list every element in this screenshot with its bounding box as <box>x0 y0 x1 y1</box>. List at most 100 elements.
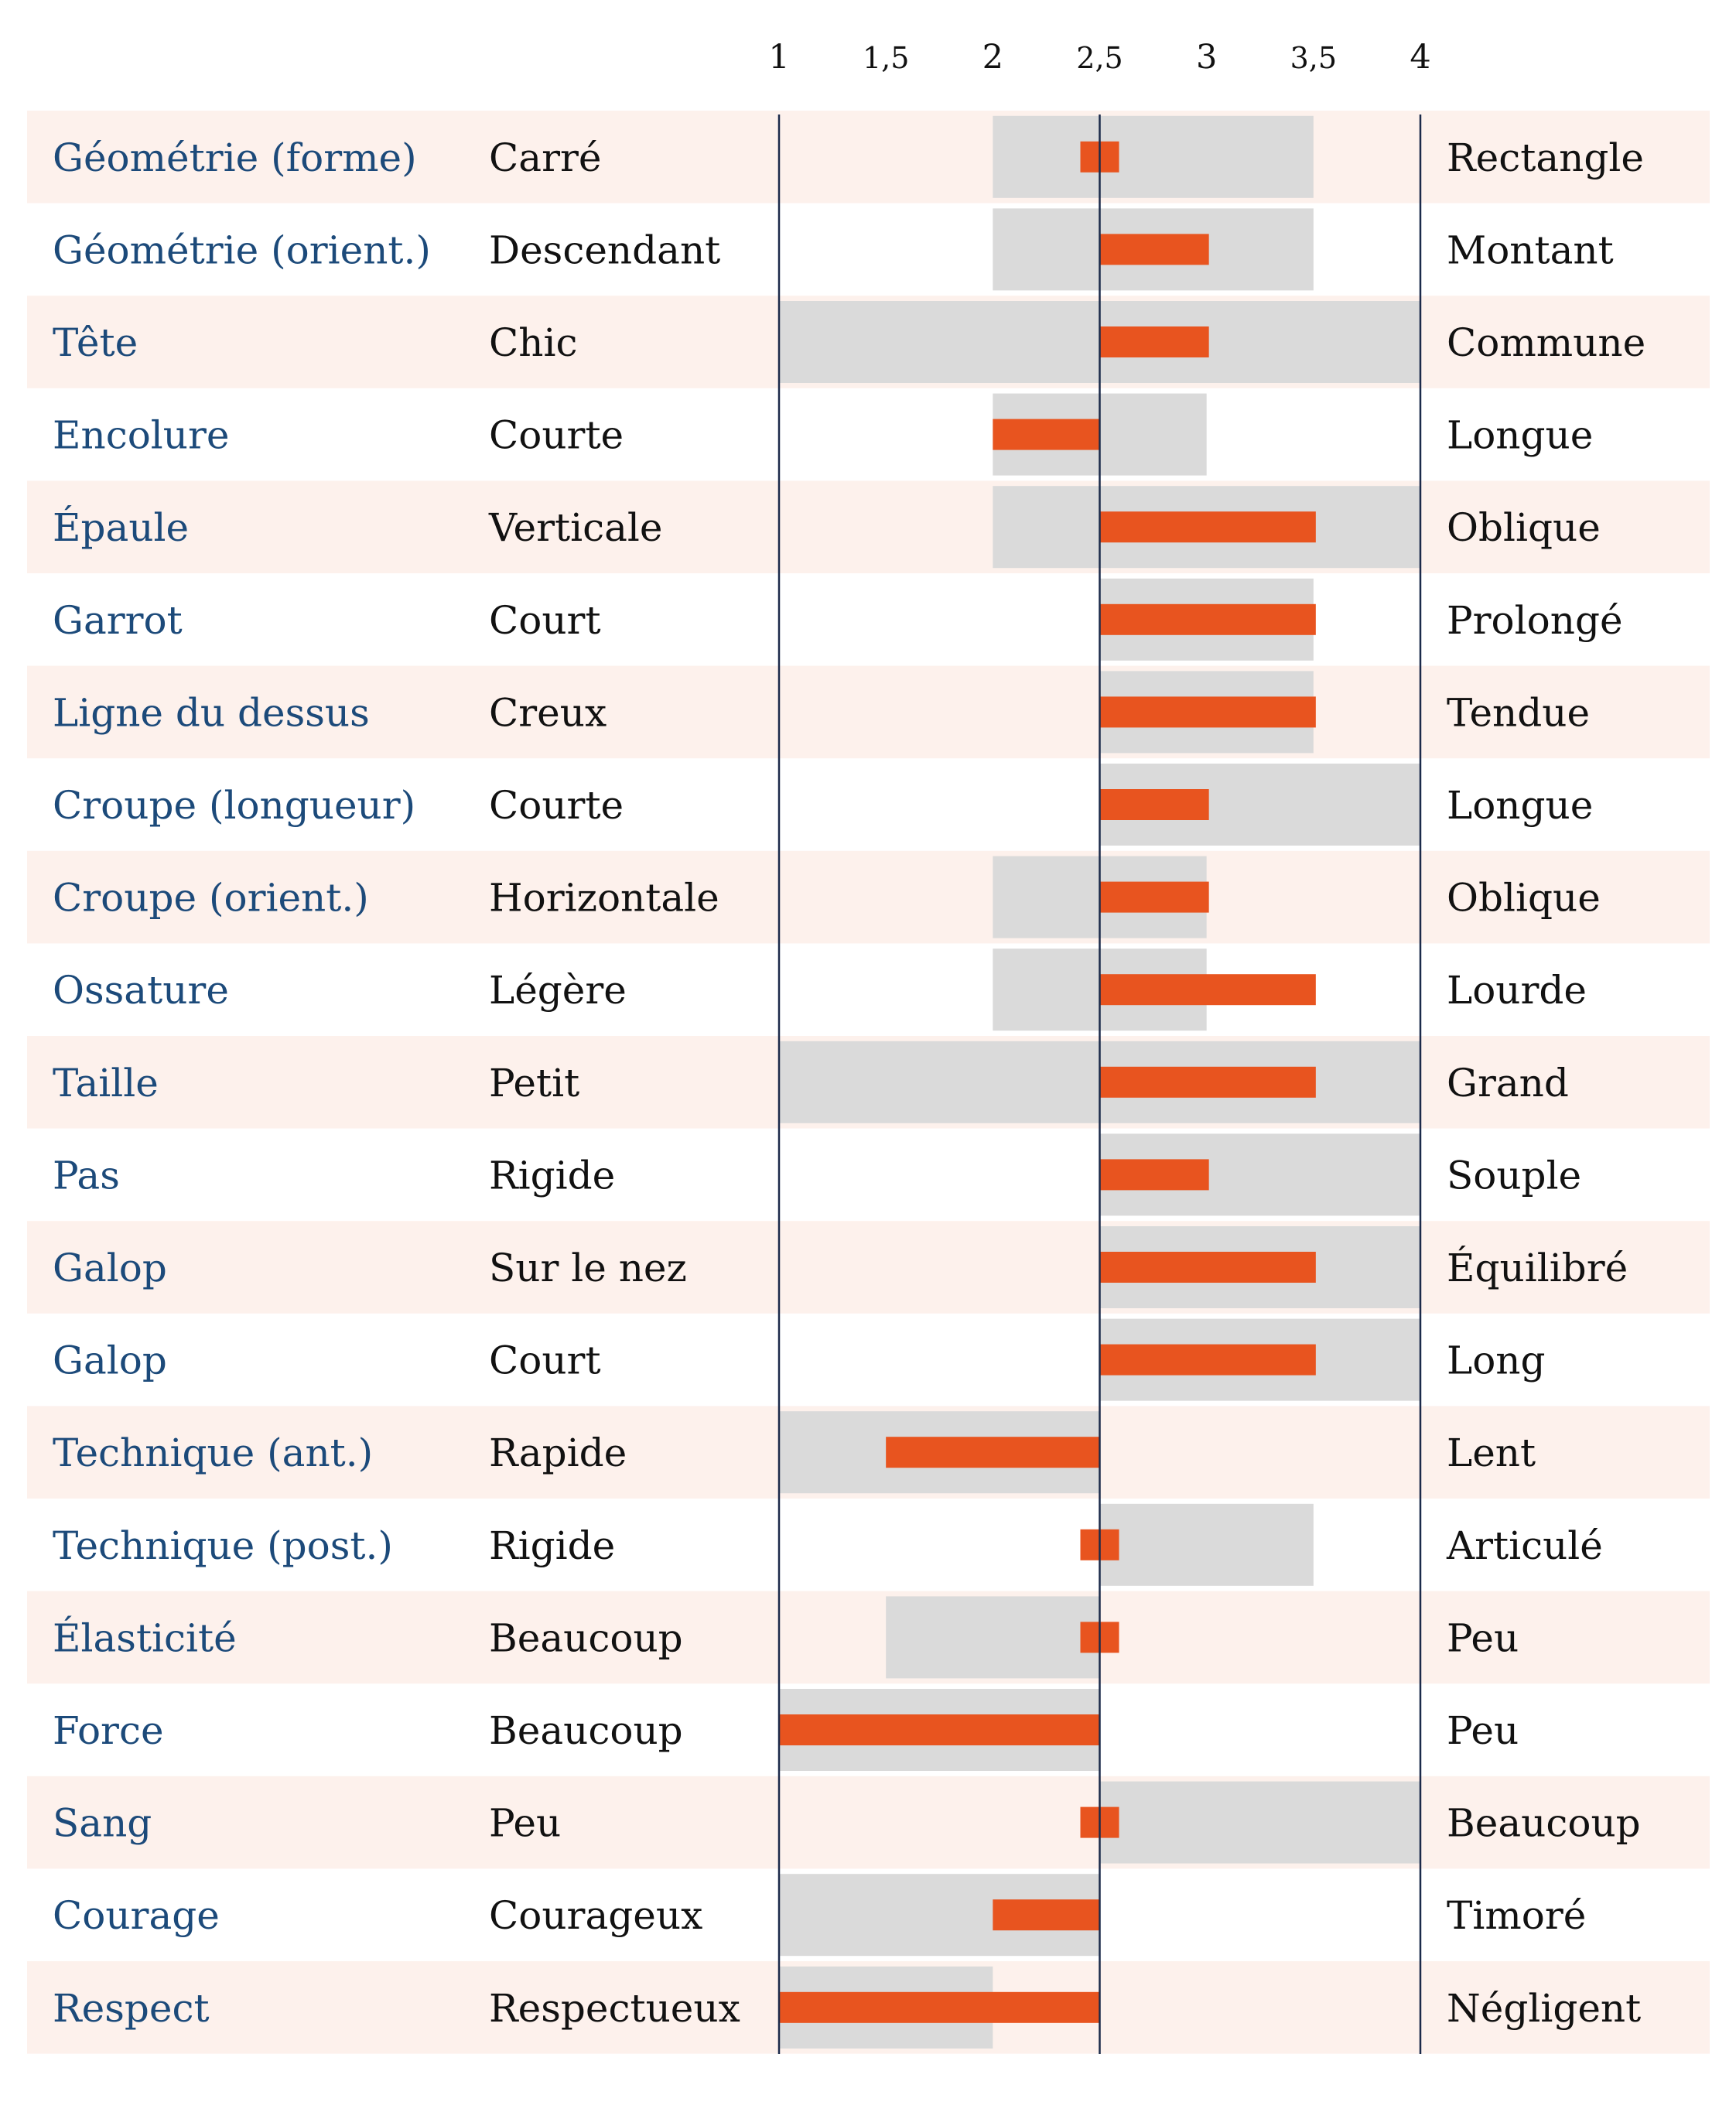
left-pole-label: Horizontale <box>489 876 719 921</box>
left-pole-label: Courte <box>489 413 624 458</box>
trait-label: Respect <box>53 1986 210 2031</box>
left-pole-label: Court <box>489 1338 601 1383</box>
value-bar <box>1099 511 1316 543</box>
tick-label: 1 <box>768 38 789 77</box>
value-bar <box>1099 789 1209 820</box>
left-pole-label: Courte <box>489 783 624 828</box>
right-pole-label: Rectangle <box>1447 135 1644 180</box>
left-pole-label: Sur le nez <box>489 1246 687 1290</box>
row-stripe <box>27 480 1710 573</box>
value-bar <box>993 419 1100 450</box>
right-pole-label: Peu <box>1447 1615 1519 1660</box>
row-stripe <box>27 1591 1710 1684</box>
tick-label: 3 <box>1196 38 1217 77</box>
trait-label: Technique (ant.) <box>53 1430 373 1475</box>
value-bar <box>993 1899 1100 1931</box>
trait-label: Courage <box>53 1893 220 1938</box>
left-pole-label: Respectueux <box>489 1986 740 2031</box>
trait-label: Taille <box>53 1061 159 1106</box>
trait-label: Garrot <box>53 598 183 643</box>
trait-label: Galop <box>53 1338 167 1383</box>
right-pole-label: Oblique <box>1447 876 1601 921</box>
tick-label: 1,5 <box>863 41 909 75</box>
right-pole-label: Long <box>1447 1338 1546 1383</box>
trait-label: Galop <box>53 1246 167 1290</box>
value-bar <box>1099 881 1209 913</box>
value-bar <box>779 1991 1100 2023</box>
trait-label: Épaule <box>53 504 189 550</box>
value-bar <box>1099 234 1209 265</box>
left-pole-label: Légère <box>489 968 627 1013</box>
row-stripe <box>27 1776 1710 1869</box>
left-pole-label: Beaucoup <box>489 1615 683 1660</box>
row-stripe <box>27 665 1710 759</box>
left-pole-label: Rigide <box>489 1153 615 1198</box>
trait-label: Pas <box>53 1153 120 1198</box>
right-pole-label: Souple <box>1447 1153 1581 1198</box>
left-pole-label: Courageux <box>489 1893 702 1938</box>
range-band <box>1099 1781 1420 1864</box>
trait-label: Ossature <box>53 968 229 1013</box>
trait-label: Sang <box>53 1801 152 1846</box>
tick-label: 2,5 <box>1076 41 1123 75</box>
row-labels: Géométrie (forme) Carré Rectangle Géométrie… <box>53 135 1645 2031</box>
trait-label: Encolure <box>53 413 230 458</box>
value-bar <box>1099 696 1316 728</box>
value-bar <box>1099 1344 1316 1376</box>
right-pole-label: Prolongé <box>1447 598 1623 643</box>
right-pole-label: Longue <box>1447 783 1593 828</box>
range-band <box>1099 1503 1314 1586</box>
value-bar <box>886 1437 1100 1468</box>
trait-label: Élasticité <box>53 1615 237 1660</box>
right-pole-label: Équilibré <box>1447 1245 1628 1290</box>
right-pole-label: Oblique <box>1447 505 1601 550</box>
range-band <box>993 115 1314 198</box>
trait-label: Tête <box>53 320 138 365</box>
left-pole-label: Peu <box>489 1801 561 1846</box>
trait-label: Ligne du dessus <box>53 690 370 735</box>
tick-label: 2 <box>982 38 1003 77</box>
value-bar <box>1099 1066 1316 1098</box>
value-bars <box>779 141 1316 2023</box>
axis-lines <box>777 114 1422 2054</box>
value-bar <box>1099 603 1316 635</box>
tick-label: 4 <box>1410 38 1430 77</box>
right-pole-label: Articulé <box>1446 1523 1603 1568</box>
right-pole-label: Lourde <box>1447 968 1587 1013</box>
right-pole-label: Lent <box>1447 1430 1536 1475</box>
right-pole-label: Négligent <box>1447 1986 1641 2031</box>
left-pole-label: Chic <box>489 320 577 365</box>
tick-labels: 1 1,5 2 2,5 3 3,5 4 <box>768 38 1430 77</box>
left-pole-label: Beaucoup <box>489 1708 683 1753</box>
value-bar <box>1099 974 1316 1006</box>
trait-label: Croupe (longueur) <box>53 783 415 828</box>
left-pole-label: Rigide <box>489 1523 615 1568</box>
right-pole-label: Timoré <box>1447 1893 1586 1938</box>
trait-label: Force <box>53 1708 164 1753</box>
right-pole-label: Grand <box>1447 1061 1569 1106</box>
left-pole-label: Carré <box>489 135 601 180</box>
left-pole-label: Descendant <box>489 227 720 272</box>
row-stripe <box>27 1221 1710 1314</box>
right-pole-label: Beaucoup <box>1447 1801 1641 1846</box>
value-bar <box>1099 1159 1209 1191</box>
right-pole-label: Commune <box>1447 320 1645 365</box>
range-band <box>886 1596 1100 1679</box>
trait-label: Géométrie (orient.) <box>53 227 431 272</box>
right-pole-label: Montant <box>1447 227 1614 272</box>
right-pole-label: Peu <box>1447 1708 1519 1753</box>
row-stripe <box>27 850 1710 944</box>
row-stripe <box>27 111 1710 203</box>
trait-label: Croupe (orient.) <box>53 876 369 921</box>
right-pole-label: Longue <box>1447 413 1593 458</box>
value-bar <box>1099 326 1209 357</box>
tick-label: 3,5 <box>1290 41 1337 75</box>
trait-label: Technique (post.) <box>53 1523 393 1568</box>
left-pole-label: Petit <box>489 1061 579 1106</box>
left-pole-label: Court <box>489 598 601 643</box>
right-pole-label: Tendue <box>1447 690 1590 735</box>
value-bar <box>779 1714 1100 1745</box>
left-pole-label: Rapide <box>489 1430 627 1475</box>
left-pole-label: Verticale <box>488 505 663 550</box>
